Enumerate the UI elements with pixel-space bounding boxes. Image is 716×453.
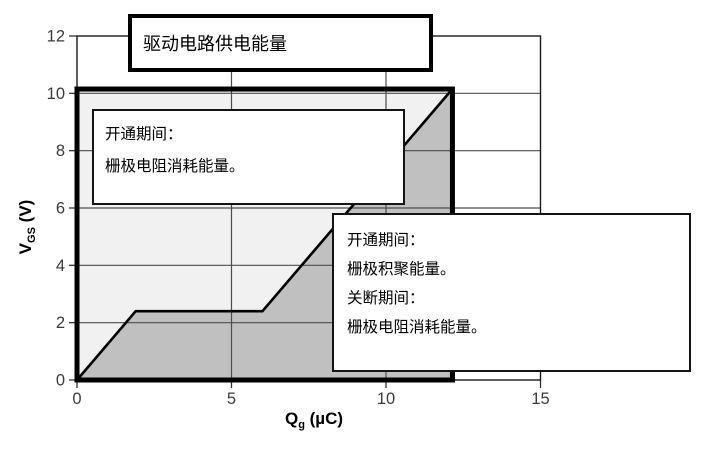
x-tick-label: 0	[72, 390, 81, 408]
x-axis-title-unit: (µC)	[304, 409, 344, 428]
x-axis-title-main: Q	[284, 409, 299, 428]
y-tick-label: 6	[56, 200, 65, 218]
y-tick-label: 2	[56, 314, 65, 332]
callout-drive-supply-energy-text: 驱动电路供电能量	[143, 34, 287, 54]
callout-gate-stored-and-turn-off-loss: 开通期间： 栅极积聚能量。 关断期间： 栅极电阻消耗能量。	[332, 213, 691, 372]
axis-tick-labels: 0 5 10 15 0 2 4 6 8 10 12	[47, 28, 550, 409]
y-axis-title-main: V	[16, 242, 35, 255]
y-tick-label: 4	[56, 257, 65, 275]
x-axis-title: Qg (µC)	[285, 409, 343, 431]
y-axis-title-unit: (V)	[16, 199, 35, 228]
x-tick-label: 5	[227, 390, 236, 408]
y-axis-title: VGS (V)	[16, 200, 38, 255]
callout-line: 开通期间：	[105, 126, 183, 143]
callout-line: 关断期间：	[347, 290, 425, 307]
x-axis-title-sub: g	[298, 419, 305, 431]
callout-line: 栅极电阻消耗能量。	[105, 158, 245, 175]
y-tick-label: 10	[47, 85, 65, 103]
callout-line: 栅极积聚能量。	[347, 261, 456, 278]
y-tick-label: 0	[56, 372, 65, 390]
y-tick-label: 8	[56, 142, 65, 160]
callout-line: 开通期间：	[347, 232, 425, 249]
callout-drive-supply-energy: 驱动电路供电能量	[128, 14, 433, 72]
callout-line: 栅极电阻消耗能量。	[347, 319, 487, 336]
x-tick-label: 15	[531, 390, 549, 408]
x-tick-label: 10	[377, 390, 395, 408]
y-axis-title-sub: GS	[26, 227, 38, 243]
y-tick-label: 12	[47, 28, 65, 46]
callout-turn-on-gate-resistor-loss: 开通期间： 栅极电阻消耗能量。	[92, 109, 405, 205]
